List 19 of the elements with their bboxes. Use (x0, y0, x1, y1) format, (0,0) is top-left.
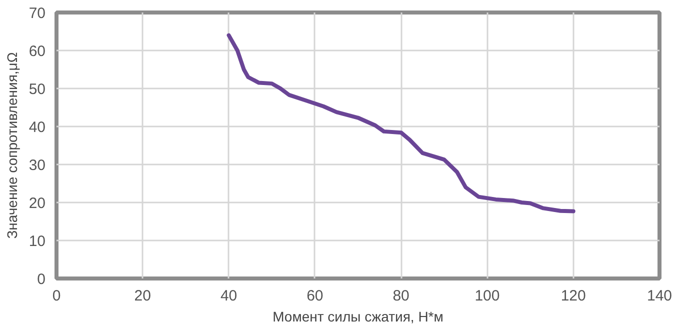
x-axis-title: Момент силы сжатия, Н*м (272, 308, 444, 324)
x-tick-label: 0 (52, 288, 61, 304)
line-series (226, 33, 576, 214)
x-tick-label: 120 (560, 288, 586, 304)
y-tick-label: 0 (37, 271, 46, 288)
x-tick-label: 100 (474, 288, 500, 304)
y-tick-label: 60 (28, 43, 46, 60)
x-tick-label: 60 (306, 288, 324, 304)
y-tick-label: 20 (28, 195, 46, 212)
x-tick-label: 140 (646, 288, 672, 304)
x-tick-label: 80 (392, 288, 410, 304)
y-tick-label: 10 (28, 233, 46, 250)
y-tick-label: 70 (28, 5, 46, 22)
y-tick-label: 30 (28, 157, 46, 174)
y-tick-label: 40 (28, 119, 46, 136)
y-tick-label: 50 (28, 81, 46, 98)
x-tick-label: 40 (220, 288, 238, 304)
x-tick-label: 20 (134, 288, 151, 304)
y-axis-title: Значение сопротивления,μΩ (4, 52, 20, 239)
